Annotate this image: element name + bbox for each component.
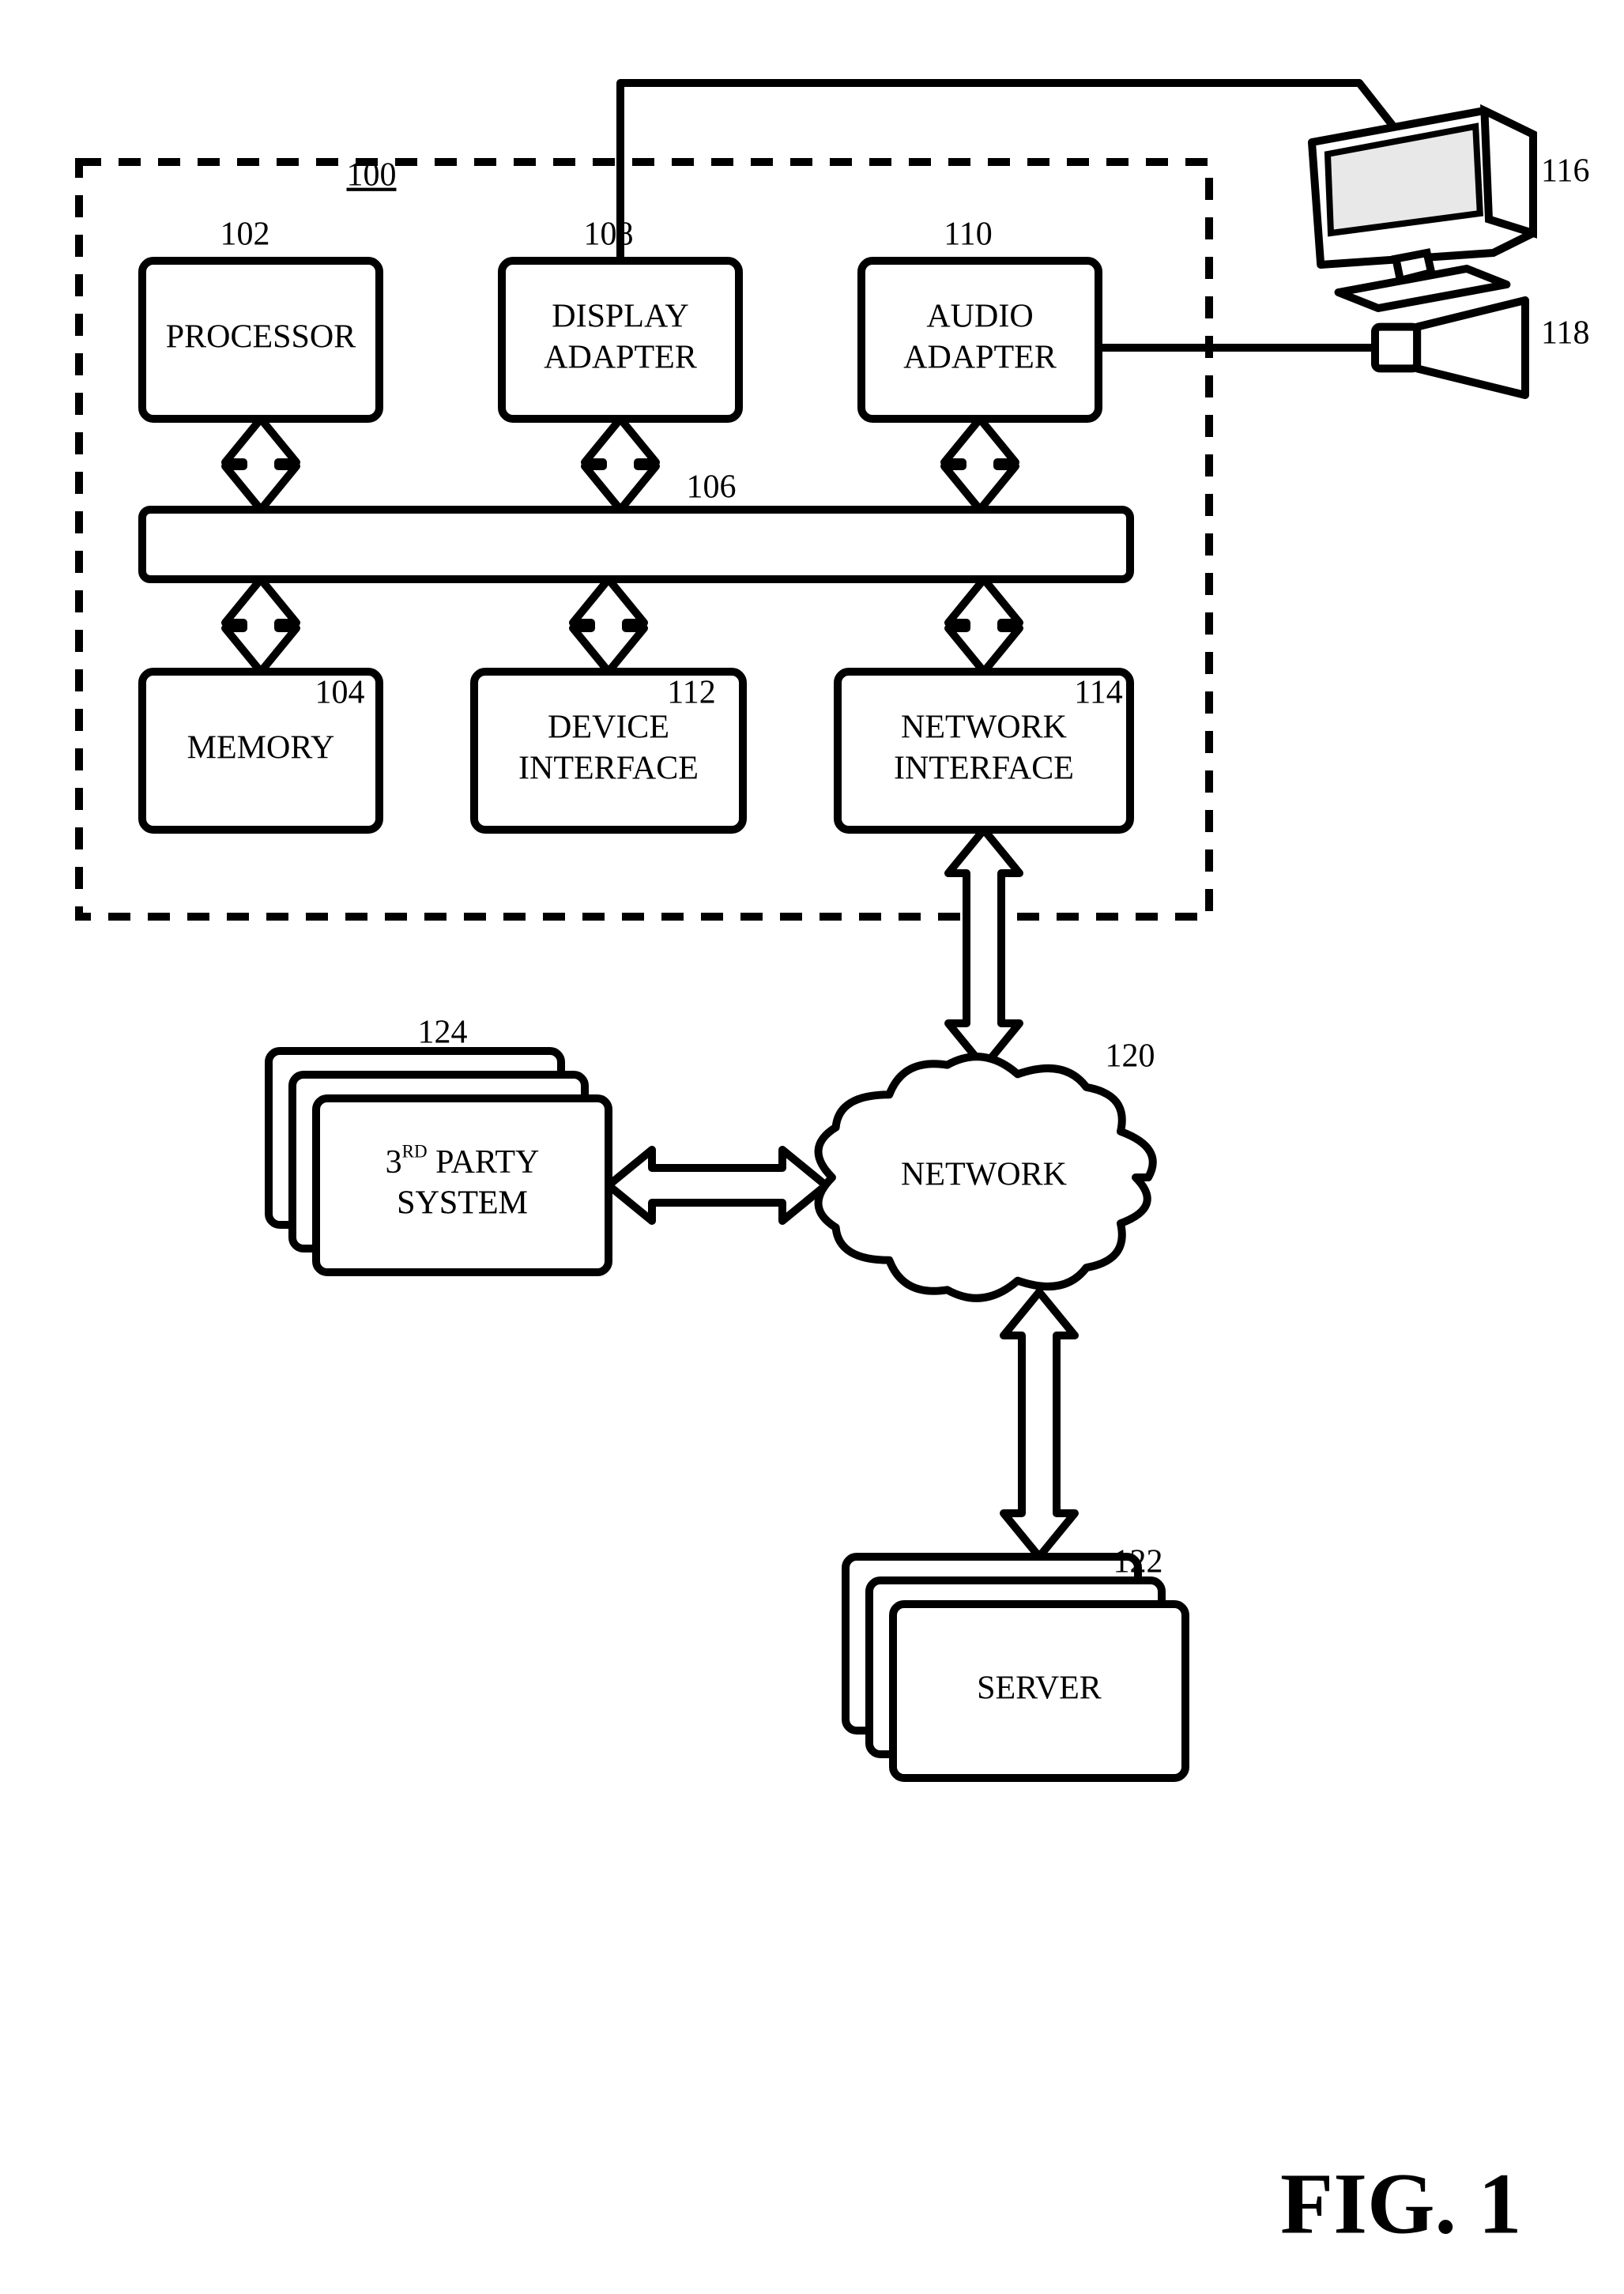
figure-label: FIG. 1: [1280, 2155, 1522, 2251]
label-display_adapter-l1: ADAPTER: [544, 340, 697, 376]
wire-disp-mon: [620, 83, 1403, 261]
node-third_party: 3RD PARTYSYSTEM: [269, 1051, 609, 1272]
ref-audio_adapter: 110: [944, 217, 992, 253]
network-cloud-label: NETWORK: [901, 1157, 1067, 1193]
arrow-mem-bus: [225, 579, 296, 672]
svg-text:120: 120: [1106, 1038, 1155, 1075]
ref-network_interface: 114: [1074, 675, 1122, 711]
svg-text:118: 118: [1541, 315, 1589, 352]
label-network_interface-l0: NETWORK: [901, 710, 1067, 746]
arrow-proc-bus: [225, 419, 296, 510]
label-server: SERVER: [977, 1671, 1102, 1707]
arrow-net-bus: [948, 579, 1019, 672]
arrow-disp-bus: [585, 419, 656, 510]
label-device_interface-l1: INTERFACE: [518, 751, 699, 787]
label-network_interface-l1: INTERFACE: [894, 751, 1074, 787]
label-device_interface-l0: DEVICE: [548, 710, 669, 746]
label-display_adapter-l0: DISPLAY: [552, 299, 689, 335]
ref-display_adapter: 108: [584, 217, 634, 253]
bus: [142, 510, 1130, 579]
svg-text:SYSTEM: SYSTEM: [397, 1185, 528, 1222]
node-server: SERVER: [846, 1557, 1185, 1778]
node-display_adapter: DISPLAY ADAPTER: [502, 261, 739, 419]
ref-processor: 102: [220, 217, 270, 253]
arrow-net-srv: [1004, 1292, 1075, 1557]
arrow-3p-net: [609, 1150, 826, 1221]
system-boundary-ref: 100: [347, 157, 397, 194]
label-audio_adapter-l0: AUDIO: [926, 299, 1033, 335]
label-memory: MEMORY: [187, 730, 335, 767]
ref-third_party: 124: [418, 1015, 468, 1051]
label-processor: PROCESSOR: [166, 319, 356, 356]
arrow-netif-net: [948, 830, 1019, 1067]
label-audio_adapter-l1: ADAPTER: [903, 340, 1057, 376]
node-processor: PROCESSOR: [142, 261, 379, 419]
node-audio_adapter: AUDIO ADAPTER: [861, 261, 1098, 419]
svg-text:116: 116: [1541, 153, 1589, 190]
ref-memory: 104: [315, 675, 365, 711]
speaker-icon: [1375, 300, 1525, 395]
svg-text:106: 106: [687, 469, 737, 506]
monitor-icon: [1312, 111, 1533, 308]
arrow-dev-bus: [573, 579, 644, 672]
ref-server: 122: [1113, 1544, 1163, 1580]
arrow-audio-bus: [944, 419, 1015, 510]
ref-device_interface: 112: [667, 675, 715, 711]
